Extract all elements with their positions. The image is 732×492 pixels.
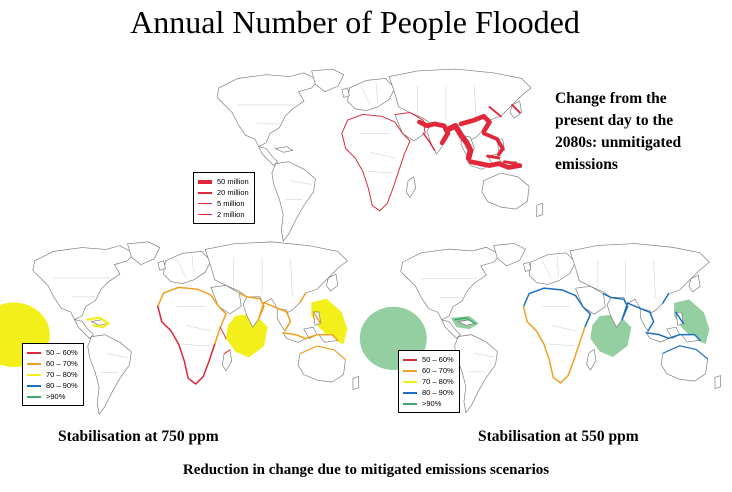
legend-label: 2 million — [217, 210, 245, 219]
legend-swatch — [27, 362, 41, 365]
legend-label: 5 million — [217, 199, 245, 208]
west-pacific-region-yellow — [311, 298, 348, 345]
description-line: present day to the — [555, 112, 674, 129]
legend-line-swatch — [198, 214, 212, 215]
legend-swatch — [403, 402, 417, 405]
legend-label: 70 – 80% — [46, 370, 78, 379]
right-world-map — [359, 243, 721, 414]
legend-label: 50 – 60% — [46, 348, 78, 357]
legend-label: 80 – 90% — [46, 381, 78, 390]
map-description: Change from the present day to the 2080s… — [555, 88, 730, 176]
legend-label: 60 – 70% — [46, 359, 78, 368]
legend-swatch — [27, 351, 41, 354]
legend-label: 20 million — [217, 188, 249, 197]
legend-item: >90% — [27, 391, 78, 402]
legend-item: 80 – 90% — [403, 387, 454, 398]
legend-line-swatch — [198, 179, 212, 184]
legend-label: 80 – 90% — [422, 388, 454, 397]
legend-swatch — [403, 391, 417, 394]
flood-change-lines — [341, 104, 523, 212]
reduction-legend-left: 50 – 60% 60 – 70% 70 – 80% 80 – 90% >90% — [22, 343, 84, 406]
legend-swatch — [27, 384, 41, 387]
legend-item: >90% — [403, 398, 454, 409]
reduction-coastlines — [453, 287, 709, 384]
footer-caption: Reduction in change due to mitigated emi… — [182, 462, 550, 478]
legend-item: 60 – 70% — [403, 365, 454, 376]
legend-label: 60 – 70% — [422, 366, 454, 375]
description-line: Change from the — [555, 90, 667, 107]
west-pacific-region-green — [674, 299, 710, 344]
legend-label: 70 – 80% — [422, 377, 454, 386]
description-line: 2080s: unmitigated — [555, 134, 682, 151]
top-world-map — [216, 68, 543, 242]
description-line: emissions — [555, 156, 618, 173]
legend-item: 50 million — [198, 176, 249, 187]
flood-magnitude-legend: 50 million 20 million 5 million 2 millio… — [193, 172, 255, 224]
indian-ocean-region-green — [590, 314, 632, 357]
legend-swatch — [27, 395, 41, 398]
legend-item: 60 – 70% — [27, 358, 78, 369]
legend-label: 50 – 60% — [422, 355, 454, 364]
legend-item: 2 million — [198, 209, 249, 220]
legend-line-swatch — [198, 203, 212, 204]
reduction-coastlines — [86, 286, 346, 385]
legend-label: >90% — [46, 392, 66, 401]
indian-ocean-region-yellow — [226, 313, 268, 358]
legend-item: 70 – 80% — [403, 376, 454, 387]
legend-line-swatch — [198, 191, 212, 194]
legend-swatch — [403, 380, 417, 383]
world-outline — [216, 68, 543, 242]
page-title: Annual Number of People Flooded — [130, 4, 580, 40]
legend-item: 50 – 60% — [403, 354, 454, 365]
caption-750ppm: Stabilisation at 750 ppm — [58, 428, 219, 445]
legend-item: 5 million — [198, 198, 249, 209]
legend-item: 80 – 90% — [27, 380, 78, 391]
legend-label: 50 million — [217, 177, 249, 186]
legend-swatch — [403, 369, 417, 372]
legend-label: >90% — [422, 399, 442, 408]
caption-550ppm: Stabilisation at 550 ppm — [478, 428, 639, 445]
legend-item: 70 – 80% — [27, 369, 78, 380]
legend-item: 50 – 60% — [27, 347, 78, 358]
legend-swatch — [27, 373, 41, 376]
legend-swatch — [403, 358, 417, 361]
reduction-legend-right: 50 – 60% 60 – 70% 70 – 80% 80 – 90% >90% — [398, 350, 460, 413]
legend-item: 20 million — [198, 187, 249, 198]
